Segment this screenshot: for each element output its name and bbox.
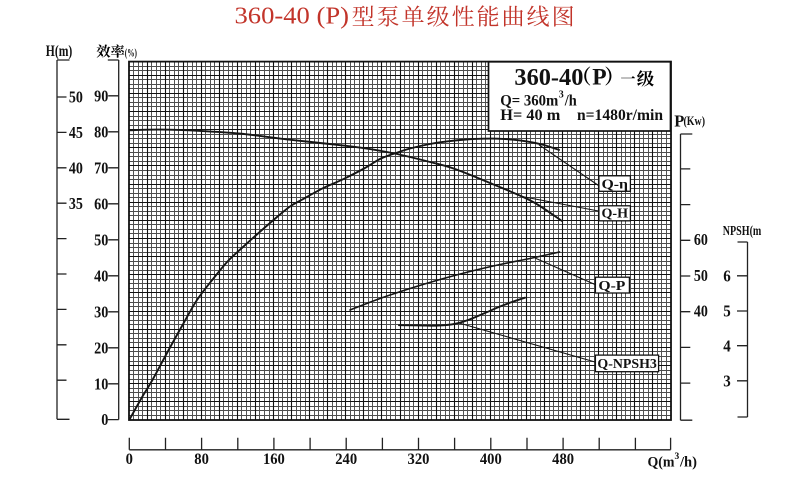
svg-text:70: 70 — [94, 158, 108, 177]
svg-text:40: 40 — [94, 266, 108, 285]
svg-text:240: 240 — [335, 451, 357, 468]
svg-text:80: 80 — [94, 122, 108, 141]
svg-text:480: 480 — [552, 451, 574, 468]
svg-text:80: 80 — [194, 451, 209, 468]
svg-text:Q-H: Q-H — [602, 206, 629, 221]
svg-text:400: 400 — [480, 451, 502, 468]
svg-text:3: 3 — [675, 452, 680, 462]
svg-text:360-40: 360-40 — [514, 64, 583, 91]
svg-text:45: 45 — [69, 123, 83, 142]
svg-text:Q-η: Q-η — [602, 176, 629, 191]
svg-text:H= 40 m: H= 40 m — [500, 107, 561, 124]
svg-text:3: 3 — [559, 90, 564, 101]
svg-text:3: 3 — [723, 371, 731, 390]
svg-text:160: 160 — [263, 451, 285, 468]
svg-text:Q(m: Q(m — [648, 455, 675, 471]
svg-text:320: 320 — [408, 451, 430, 468]
svg-text:90: 90 — [94, 86, 108, 105]
svg-text:/h): /h) — [679, 455, 697, 471]
svg-text:4: 4 — [723, 336, 731, 355]
svg-text:NPSH(m: NPSH(m — [723, 224, 762, 239]
svg-text:20: 20 — [94, 338, 108, 357]
svg-text:P: P — [674, 111, 684, 130]
svg-text:50: 50 — [69, 88, 83, 107]
svg-text:40: 40 — [69, 158, 83, 177]
svg-text:(Kw): (Kw) — [684, 114, 706, 128]
svg-text:30: 30 — [94, 302, 108, 321]
svg-text:H(m): H(m) — [46, 43, 73, 60]
svg-text:60: 60 — [694, 230, 708, 249]
svg-text:Q= 360m: Q= 360m — [500, 92, 559, 109]
svg-text:40: 40 — [694, 302, 708, 321]
svg-text:60: 60 — [94, 194, 108, 213]
svg-text:0: 0 — [101, 410, 108, 429]
svg-text:(%): (%) — [125, 46, 137, 60]
svg-text:/h: /h — [564, 92, 577, 109]
svg-text:5: 5 — [723, 302, 731, 321]
svg-text:Q-P: Q-P — [598, 278, 625, 293]
svg-text:6: 6 — [723, 266, 731, 285]
svg-text:P: P — [592, 64, 606, 90]
svg-text:35: 35 — [69, 194, 83, 213]
svg-text:n=1480r/min: n=1480r/min — [577, 107, 663, 124]
svg-text:50: 50 — [94, 230, 108, 249]
svg-text:10: 10 — [94, 374, 108, 393]
svg-text:Q-NPSH3: Q-NPSH3 — [597, 356, 657, 371]
svg-text:360-40 (P): 360-40 (P) — [235, 4, 350, 30]
svg-text:0: 0 — [126, 451, 134, 468]
svg-text:50: 50 — [694, 266, 708, 285]
